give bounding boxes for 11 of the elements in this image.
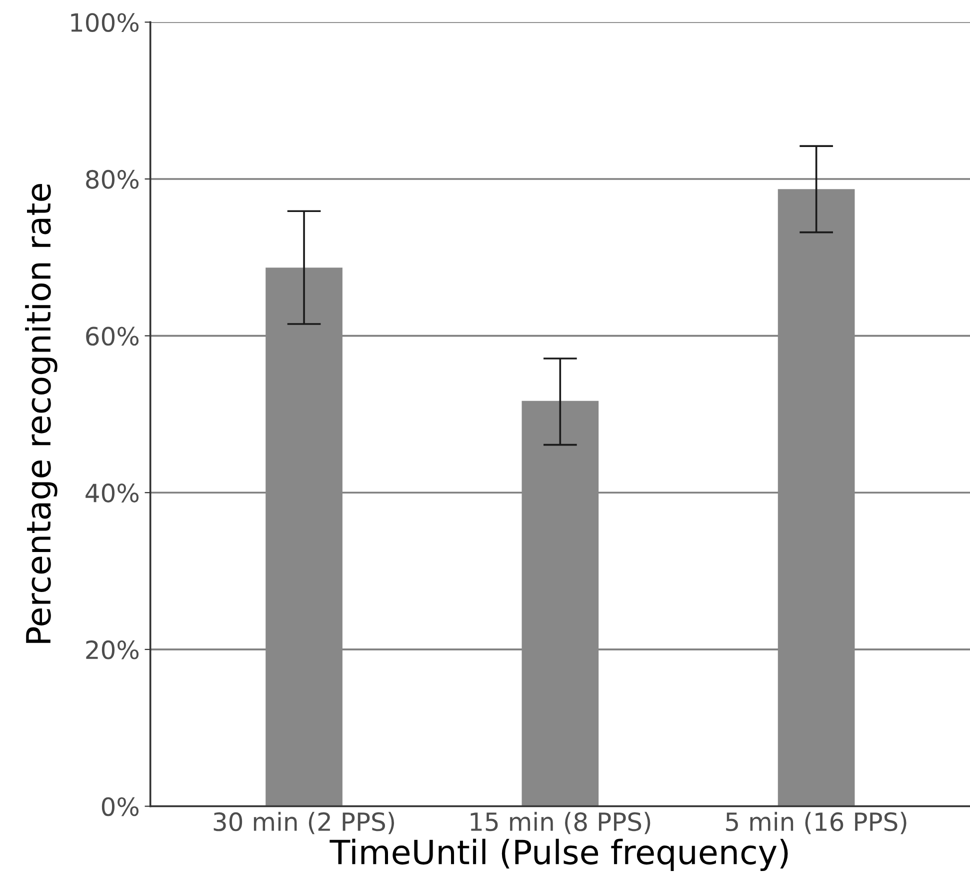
x-axis-title: TimeUntil (Pulse frequency) — [330, 838, 788, 872]
x-tick-label: 30 min (2 PPS) — [214, 812, 394, 834]
x-tick-label: 5 min (16 PPS) — [726, 812, 906, 834]
y-tick-label: 0% — [102, 797, 139, 816]
y-tick-label: 20% — [86, 640, 139, 660]
y-tick-label: 100% — [71, 13, 139, 32]
y-tick-label: 60% — [86, 326, 139, 346]
y-tick-label: 40% — [86, 484, 139, 502]
x-tick-label: 15 min (8 PPS) — [470, 812, 650, 834]
y-tick-label: 80% — [86, 170, 139, 189]
y-axis-title: Percentage recognition rate — [25, 184, 58, 643]
